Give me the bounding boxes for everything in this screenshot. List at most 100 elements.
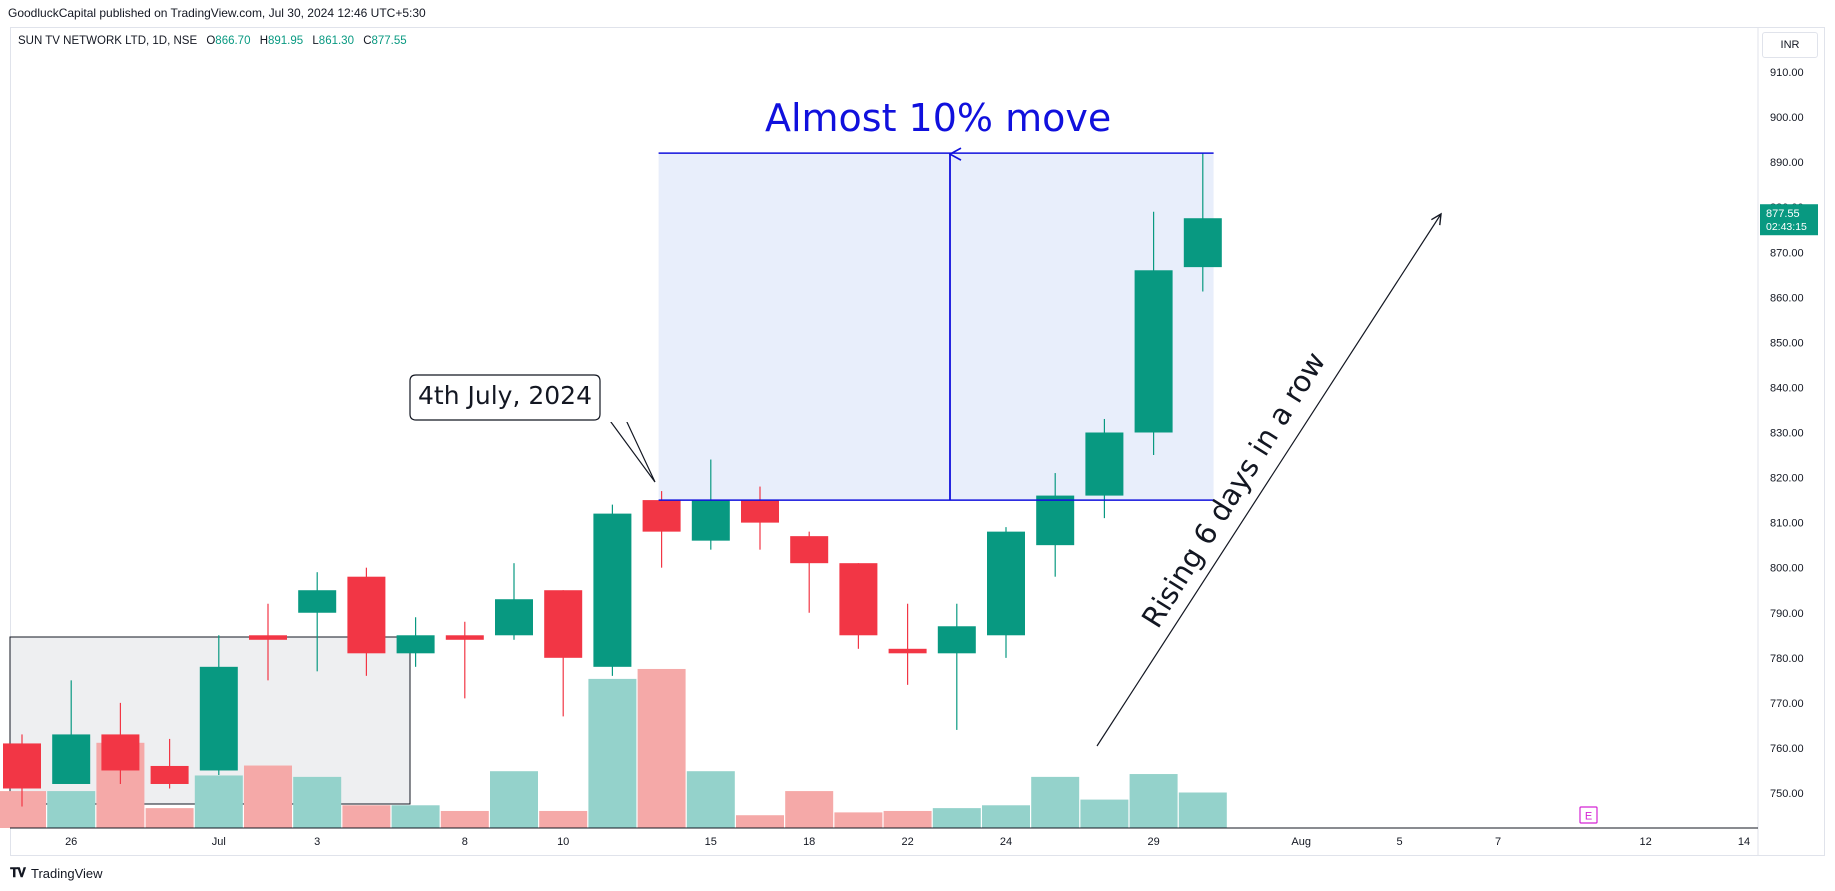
callout-box	[409, 374, 601, 421]
close-label: C	[363, 35, 372, 47]
earnings-marker-label: E	[1585, 811, 1592, 823]
volume-bars	[0, 668, 1227, 828]
candle-body	[101, 734, 140, 771]
time-tick-label: Aug	[1291, 836, 1311, 848]
volume-bar	[785, 791, 834, 828]
price-tick-label: 890.00	[1770, 157, 1804, 169]
volume-bar	[490, 771, 538, 828]
volume-bar	[982, 805, 1030, 828]
volume-bar	[194, 775, 243, 828]
candle-body	[1134, 270, 1173, 433]
candle-body	[249, 635, 287, 640]
chart-frame	[10, 27, 1825, 856]
price-tick-label: 770.00	[1770, 698, 1804, 710]
time-tick-label: 8	[462, 836, 468, 848]
move-highlight-box	[658, 153, 1214, 501]
tradingview-logo-icon: 𝐓𝐕	[10, 865, 26, 880]
currency-button[interactable]: INR	[1762, 32, 1818, 58]
callout-label: 4th July, 2024	[418, 381, 592, 410]
volume-bar	[47, 791, 96, 828]
candle-body	[741, 500, 779, 523]
time-tick-label: 15	[705, 836, 717, 848]
candle-body	[52, 734, 91, 784]
open-label: O	[206, 35, 216, 47]
candlesticks	[3, 153, 1222, 807]
candle-body	[1183, 218, 1222, 268]
candle-body	[888, 648, 927, 654]
time-tick-label: 29	[1147, 836, 1159, 848]
price-tick-label: 870.00	[1770, 247, 1804, 259]
volume-bar	[588, 678, 637, 828]
candle-body	[298, 590, 337, 613]
candle-body	[987, 531, 1025, 636]
candle-body	[790, 536, 829, 564]
time-tick-label: 14	[1738, 836, 1750, 848]
volume-bar	[736, 815, 784, 828]
price-tick-label: 780.00	[1770, 653, 1804, 665]
time-axis[interactable]: 26 Jul 3 8 10 15 18 22 24 29 Aug 5 7 12 14	[10, 827, 1758, 848]
last-price-value: 877.55	[1766, 208, 1800, 220]
time-tick-label: 10	[557, 836, 569, 848]
candle-body	[445, 635, 484, 640]
volume-bar	[883, 810, 932, 828]
volume-bar	[834, 812, 883, 828]
volume-bar	[1129, 774, 1178, 828]
candle-body	[1085, 432, 1124, 496]
high-value: 891.95	[268, 35, 304, 47]
price-tick-label: 850.00	[1770, 337, 1804, 349]
volume-bar	[1178, 792, 1227, 828]
candle-body	[495, 599, 533, 636]
time-tick-label: 5	[1397, 836, 1403, 848]
volume-bar	[539, 810, 588, 828]
time-tick-label: 7	[1495, 836, 1501, 848]
candle-body	[1036, 495, 1075, 546]
symbol-name: SUN TV NETWORK LTD, 1D, NSE	[18, 35, 198, 47]
candle-body	[3, 743, 41, 789]
candle-body	[937, 626, 976, 654]
low-value: 861.30	[318, 35, 354, 47]
open-value: 866.70	[215, 35, 251, 47]
candle-body	[150, 765, 189, 784]
time-tick-label: 12	[1639, 836, 1651, 848]
volume-bar	[293, 776, 342, 828]
volume-bar	[145, 808, 194, 828]
volume-bar	[1080, 799, 1129, 828]
tradingview-brand[interactable]: 𝐓𝐕 TradingView	[10, 865, 103, 881]
volume-bar	[637, 668, 686, 828]
price-tick-label: 820.00	[1770, 473, 1804, 485]
bar-countdown: 02:43:15	[1766, 221, 1807, 233]
price-tick-label: 830.00	[1770, 428, 1804, 440]
callout-pointer	[607, 417, 656, 483]
price-tick-label: 840.00	[1770, 382, 1804, 394]
price-tick-label: 800.00	[1770, 563, 1804, 575]
price-tick-label: 860.00	[1770, 292, 1804, 304]
last-price-tag	[1760, 204, 1818, 236]
brand-name: TradingView	[31, 865, 103, 881]
volume-bar	[686, 771, 735, 828]
high-label: H	[259, 35, 268, 47]
price-tick-label: 810.00	[1770, 518, 1804, 530]
candle-body	[396, 635, 435, 654]
publication-header: GoodluckCapital published on TradingView…	[8, 6, 426, 20]
candle-body	[839, 563, 878, 636]
volume-bar	[391, 805, 440, 828]
candle-body	[347, 576, 386, 654]
low-label: L	[312, 35, 319, 47]
time-tick-label: 24	[1000, 836, 1012, 848]
volume-bar	[932, 808, 981, 828]
volume-bar	[1031, 776, 1080, 828]
price-tick-label: 910.00	[1770, 67, 1804, 79]
candle-body	[642, 500, 681, 532]
earnings-marker-icon	[1579, 806, 1598, 824]
price-tick-label: 760.00	[1770, 743, 1804, 755]
time-tick-label: 3	[314, 836, 320, 848]
price-tick-label: 750.00	[1770, 788, 1804, 800]
time-tick-label: 18	[803, 836, 815, 848]
price-axis[interactable]: 750.00 760.00 770.00 780.00 790.00 800.00 810.…	[1757, 27, 1818, 856]
move-label: Almost 10% move	[765, 96, 1111, 140]
price-tick-label: 900.00	[1770, 112, 1804, 124]
price-tick-label: 790.00	[1770, 608, 1804, 620]
candle-body	[691, 500, 730, 541]
time-tick-label: Jul	[212, 836, 226, 848]
